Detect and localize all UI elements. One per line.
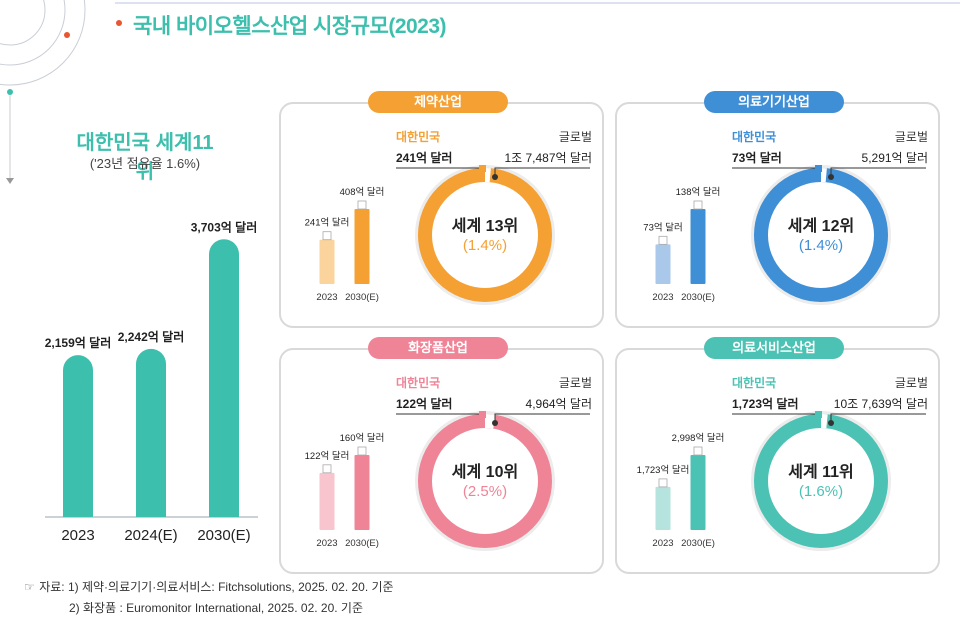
- world-rank-medical: 세계 12위: [787, 218, 855, 235]
- korea-marker: [815, 411, 822, 418]
- main-bar-value-label: 2,242억 달러: [118, 329, 184, 344]
- product-icon: [693, 200, 703, 210]
- global-label-cosmetic: 글로벌: [558, 376, 592, 390]
- world-rank-pharma: 세계 13위: [451, 218, 519, 235]
- product-icon: [322, 231, 332, 241]
- global-label-service: 글로벌: [894, 376, 928, 390]
- korea-label-pharma: 대한민국: [396, 130, 441, 144]
- source-note-1: ☞ 자료: 1) 제약·의료기기·의료서비스: Fitchsolutions, …: [24, 578, 394, 596]
- mini-bar-category-label: 2023: [652, 292, 673, 303]
- product-icon: [322, 464, 332, 474]
- mini-bar-category-label: 2030(E): [345, 538, 379, 549]
- mini-bar-2023: [319, 472, 335, 530]
- world-rank-service: 세계 11위: [788, 464, 854, 481]
- mini-bar-category-label: 2023: [316, 292, 337, 303]
- mini-bar-2023: [655, 244, 671, 284]
- korea-value-cosmetic: 122억 달러: [396, 397, 453, 411]
- korea-marker: [815, 165, 822, 172]
- main-bar-value-label: 3,703억 달러: [191, 219, 257, 234]
- mini-bar-2023: [319, 239, 335, 284]
- source-text-1: 자료: 1) 제약·의료기기·의료서비스: Fitchsolutions, 20…: [39, 580, 394, 594]
- main-bar-category-label: 2023: [61, 527, 94, 544]
- panel-title-cosmetic: 화장품산업: [368, 337, 508, 359]
- world-share-cosmetic: (2.5%): [462, 483, 508, 500]
- mini-bar-value-label: 1,723억 달러: [637, 464, 690, 476]
- source-pointer-icon: ☞: [24, 580, 35, 594]
- page-title: 국내 바이오헬스산업 시장규모(2023): [133, 15, 447, 38]
- mini-bar-2023: [655, 486, 671, 530]
- panel-graphics-medical: 73억 달러 2023 138억 달러 2030(E): [643, 165, 926, 305]
- korea-marker: [479, 165, 486, 172]
- main-bar-value-label: 2,159억 달러: [45, 335, 111, 350]
- mini-bar-value-label: 241억 달러: [305, 217, 350, 229]
- mini-bar-2030(E): [690, 209, 706, 284]
- global-marker: [828, 420, 834, 426]
- global-value-medical: 5,291억 달러: [861, 151, 928, 165]
- main-bar-category-label: 2030(E): [197, 527, 250, 544]
- korea-label-service: 대한민국: [732, 376, 777, 390]
- mini-bar-2030(E): [354, 209, 370, 284]
- mini-bar-value-label: 138억 달러: [676, 186, 721, 198]
- panel-graphics-cosmetic: 122억 달러 2023 160억 달러 2030(E): [305, 411, 590, 551]
- korea-value-medical: 73억 달러: [732, 151, 782, 165]
- korea-label-cosmetic: 대한민국: [396, 376, 441, 390]
- mini-bar-2030(E): [354, 455, 370, 530]
- world-rank-cosmetic: 세계 10위: [451, 464, 519, 481]
- global-label-medical: 글로벌: [894, 130, 928, 144]
- product-icon: [357, 446, 367, 456]
- mini-bar-value-label: 73억 달러: [643, 221, 682, 233]
- global-value-service: 10조 7,639억 달러: [833, 397, 928, 411]
- global-marker: [492, 174, 498, 180]
- mini-bar-category-label: 2030(E): [345, 292, 379, 303]
- world-share-pharma: (1.4%): [462, 237, 508, 254]
- panel-title-service: 의료서비스산업: [704, 337, 844, 359]
- main-bar-2030(E): [209, 239, 239, 517]
- korea-value-pharma: 241억 달러: [396, 151, 453, 165]
- product-icon: [693, 446, 703, 456]
- mini-bar-category-label: 2030(E): [681, 292, 715, 303]
- global-label-pharma: 글로벌: [558, 130, 592, 144]
- mini-bar-value-label: 2,998억 달러: [672, 432, 725, 444]
- main-bar-category-label: 2024(E): [124, 527, 177, 544]
- panel-title-medical: 의료기기산업: [704, 91, 844, 113]
- product-icon: [357, 200, 367, 210]
- panel-title-pharma: 제약산업: [368, 91, 508, 113]
- global-value-cosmetic: 4,964억 달러: [525, 397, 592, 411]
- product-icon: [658, 478, 668, 488]
- mini-bar-category-label: 2030(E): [681, 538, 715, 549]
- global-marker: [828, 174, 834, 180]
- mini-bar-category-label: 2023: [316, 538, 337, 549]
- korea-value-service: 1,723억 달러: [732, 397, 799, 411]
- global-marker: [492, 420, 498, 426]
- korea-marker: [479, 411, 486, 418]
- market-size-bar-chart: 2,159억 달러 2023 2,242억 달러 2024(E) 3,703억 달러 20…: [45, 219, 258, 544]
- main-bar-2023: [63, 355, 93, 517]
- summary-share-subtitle: ('23년 점유율 1.6%): [89, 156, 201, 171]
- korea-label-medical: 대한민국: [732, 130, 777, 144]
- global-value-pharma: 1조 7,487억 달러: [504, 151, 592, 165]
- mini-bar-value-label: 122억 달러: [305, 450, 350, 462]
- mini-bar-category-label: 2023: [652, 538, 673, 549]
- title-bullet-icon: [116, 20, 122, 26]
- source-text-2: 2) 화장품 : Euromonitor International, 2025…: [69, 601, 364, 615]
- mini-bar-value-label: 408억 달러: [340, 186, 385, 198]
- product-icon: [658, 235, 668, 245]
- world-share-service: (1.6%): [798, 483, 844, 500]
- mini-bar-2030(E): [690, 455, 706, 530]
- world-share-medical: (1.4%): [798, 237, 844, 254]
- main-bar-2024(E): [136, 348, 166, 517]
- summary-rank-title: 대한민국 세계11위: [76, 132, 214, 183]
- panel-graphics-pharma: 241억 달러 2023 408억 달러 2030(E): [305, 165, 590, 305]
- mini-bar-value-label: 160억 달러: [340, 432, 385, 444]
- panel-graphics-service: 1,723억 달러 2023 2,998억 달러 2030(E): [637, 411, 926, 551]
